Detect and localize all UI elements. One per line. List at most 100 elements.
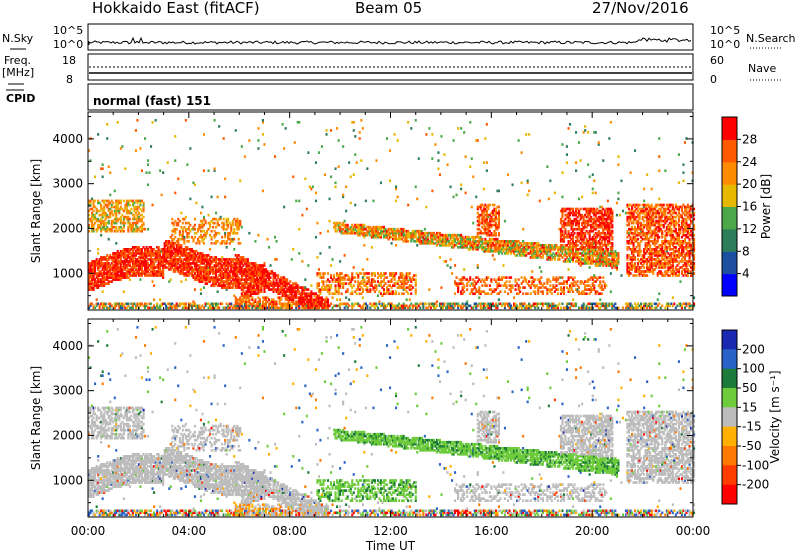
power-cell: [103, 264, 106, 267]
power-cell: [92, 270, 95, 273]
power-cell: [269, 264, 272, 267]
power-cell: [511, 284, 514, 287]
power-cell: [107, 272, 110, 275]
power-cell: [109, 193, 112, 197]
power-cell: [213, 270, 216, 273]
power-cell: [160, 250, 163, 253]
power-cell: [140, 270, 144, 273]
power-cell: [113, 256, 116, 259]
power-cell: [100, 280, 103, 283]
power-cell: [122, 268, 125, 271]
power-cell: [166, 260, 169, 263]
power-cell: [555, 284, 558, 287]
power-cell: [440, 286, 443, 289]
power-cell: [393, 133, 396, 136]
power-cell: [358, 131, 361, 134]
power-cell: [139, 302, 142, 306]
power-cell: [431, 189, 434, 193]
power-cell: [122, 260, 125, 263]
power-cell: [219, 272, 222, 275]
power-cell: [199, 260, 203, 263]
power-cell: [133, 215, 136, 219]
power-cell: [110, 223, 113, 227]
power-cell: [166, 266, 169, 269]
power-cell: [190, 272, 194, 275]
power-cell: [202, 215, 206, 219]
power-cell: [106, 282, 109, 285]
power-cell: [89, 219, 92, 223]
power-cell: [193, 250, 197, 253]
power-cell: [204, 254, 207, 257]
power-cell: [289, 280, 292, 283]
power-cell: [127, 262, 130, 265]
power-cell: [94, 282, 97, 285]
power-cell: [466, 300, 469, 304]
power-cell: [157, 274, 160, 277]
power-cell: [118, 278, 121, 281]
power-cell: [89, 217, 92, 221]
power-cell: [134, 211, 138, 215]
power-cell: [119, 274, 122, 277]
power-cell: [410, 127, 413, 130]
power-cell: [561, 171, 564, 175]
power-cell: [116, 217, 119, 221]
power-cell: [192, 258, 195, 261]
power-cell: [181, 270, 184, 273]
power-cell: [147, 227, 150, 231]
power-cell: [145, 250, 148, 253]
power-cell: [97, 133, 100, 136]
power-cell: [150, 302, 153, 306]
power-cell: [157, 254, 160, 257]
power-cell: [476, 139, 479, 142]
power-cell: [222, 284, 225, 287]
power-cell: [115, 264, 118, 267]
power-cell: [112, 258, 115, 261]
power-cell: [178, 231, 181, 235]
power-cell: [169, 304, 172, 308]
power-cell: [222, 274, 225, 277]
power-cell: [97, 264, 100, 267]
power-cell: [139, 304, 142, 308]
power-cell: [183, 242, 186, 245]
power-cell: [122, 225, 125, 229]
power-cell: [165, 306, 168, 310]
power-cell: [304, 278, 307, 281]
power-cell: [180, 237, 183, 241]
power-cell: [116, 209, 119, 213]
power-cell: [201, 219, 204, 223]
power-cell: [215, 278, 218, 281]
power-cell: [154, 250, 157, 253]
power-cell: [121, 207, 124, 211]
power-cell: [144, 137, 147, 140]
power-cell: [115, 221, 118, 225]
power-cell: [95, 217, 98, 221]
power-cell: [261, 189, 265, 193]
power-cell: [186, 262, 189, 265]
power-cell: [184, 254, 187, 257]
power-cell: [195, 254, 198, 257]
power-cell: [481, 237, 484, 241]
power-cell: [109, 207, 112, 211]
power-cell: [104, 302, 107, 306]
power-cell: [330, 175, 333, 179]
power-cell: [133, 217, 136, 221]
power-cell: [180, 262, 183, 265]
power-cell: [134, 225, 138, 229]
power-cell: [119, 270, 122, 273]
power-cell: [165, 248, 168, 251]
power-cell: [190, 250, 194, 253]
power-cell: [106, 137, 109, 140]
power-cell: [127, 211, 130, 215]
power-cell: [319, 231, 322, 235]
power-cell: [172, 246, 175, 249]
power-cell: [103, 205, 106, 209]
power-cell: [215, 217, 218, 221]
power-cell: [172, 223, 175, 227]
power-cell: [177, 266, 180, 269]
power-cell: [130, 223, 133, 227]
power-cell: [360, 159, 363, 162]
power-cell: [475, 195, 478, 199]
power-cell: [196, 278, 200, 281]
power-cell: [561, 302, 564, 306]
power-cell: [192, 302, 195, 306]
